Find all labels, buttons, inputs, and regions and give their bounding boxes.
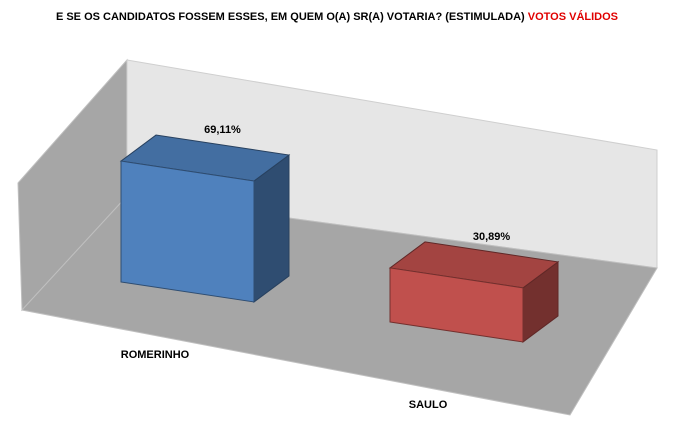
x-tick-label: ROMERINHO: [121, 349, 190, 361]
title-emphasis: VOTOS VÁLIDOS: [528, 10, 618, 23]
bar-front: [120, 160, 255, 303]
value-label: 30,89%: [473, 231, 511, 243]
title-main: E SE OS CANDIDATOS FOSSEM ESSES, EM QUEM…: [56, 11, 525, 23]
x-tick-label: SAULO: [409, 399, 448, 411]
bar-front: [389, 267, 524, 343]
chart-title: E SE OS CANDIDATOS FOSSEM ESSES, EM QUEM…: [56, 10, 618, 23]
value-label: 69,11%: [204, 124, 241, 136]
bars: 69,11% ROMERINHO 30,89% SAULO: [119, 124, 560, 411]
